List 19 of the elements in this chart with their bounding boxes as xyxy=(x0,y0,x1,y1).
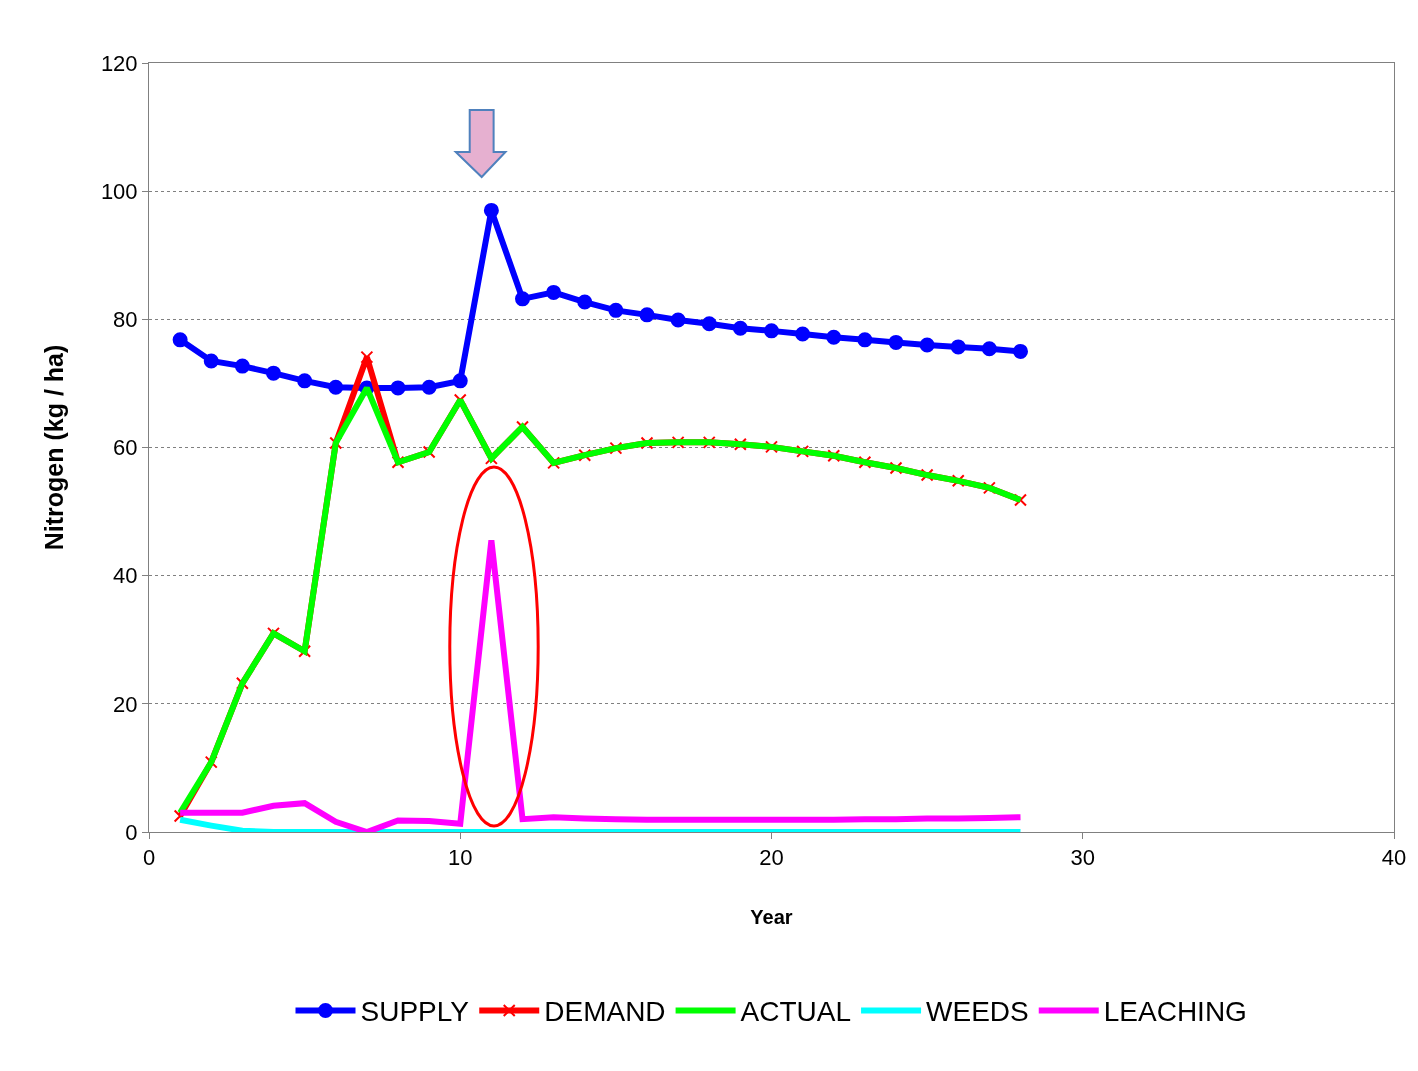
x-tick-label: 40 xyxy=(1381,845,1407,871)
y-tick-label: 60 xyxy=(113,435,138,461)
y-tick-label: 120 xyxy=(100,50,138,76)
y-tick-label: 40 xyxy=(113,563,138,589)
y-tick-label: 80 xyxy=(113,307,138,333)
y-tick-label: 0 xyxy=(125,819,138,845)
x-tick-label: 30 xyxy=(1070,845,1095,871)
x-tick-label: 20 xyxy=(759,845,784,871)
legend-label: WEEDS xyxy=(926,996,1029,1028)
x-axis-title: Year xyxy=(750,905,793,928)
y-tick-label: 100 xyxy=(100,178,138,204)
y-tick-label: 20 xyxy=(113,691,138,717)
x-tick-label: 0 xyxy=(142,845,156,871)
legend-label: ACTUAL xyxy=(740,996,852,1028)
legend-label: SUPPLY xyxy=(360,996,470,1028)
legend-label: LEACHING xyxy=(1103,996,1247,1028)
y-axis-title: Nitrogen (kg / ha) xyxy=(39,344,68,551)
legend-label: DEMAND xyxy=(544,996,666,1028)
x-tick-label: 10 xyxy=(448,845,473,871)
